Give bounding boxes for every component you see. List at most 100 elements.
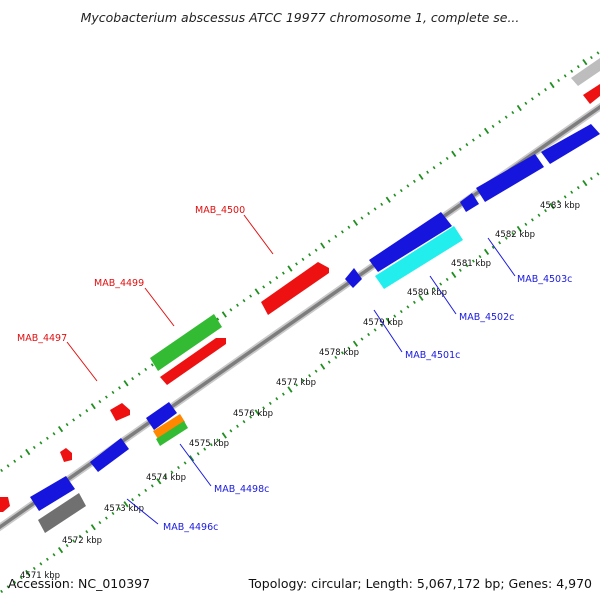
feature-blue[interactable] bbox=[476, 154, 544, 202]
feature-blue[interactable] bbox=[146, 402, 177, 430]
ruler-tick bbox=[432, 287, 436, 291]
ruler-tick bbox=[570, 190, 574, 194]
feature-mab-4503c[interactable] bbox=[460, 193, 479, 212]
feature-red-small[interactable] bbox=[60, 448, 72, 462]
feature-mab-4500[interactable] bbox=[261, 262, 329, 315]
gene-label-mab-4497[interactable]: MAB_4497 bbox=[17, 333, 67, 344]
ruler-tick bbox=[544, 209, 547, 213]
ruler-tick bbox=[249, 415, 253, 419]
scale-label: 4581 kbp bbox=[451, 259, 491, 269]
ruler-tick bbox=[301, 378, 305, 382]
ruler-tick bbox=[19, 455, 23, 459]
ruler-tick bbox=[236, 303, 239, 307]
ruler-tick bbox=[111, 511, 115, 516]
ruler-tick bbox=[589, 176, 593, 181]
ruler-tick bbox=[90, 524, 96, 531]
ruler-tick bbox=[221, 432, 227, 439]
ruler-tick bbox=[582, 58, 588, 66]
gene-label-mab-4501c[interactable]: MAB_4501c bbox=[405, 350, 460, 361]
feature-green-small[interactable] bbox=[156, 421, 188, 446]
ruler-tick bbox=[334, 234, 338, 239]
ruler-tick bbox=[393, 193, 397, 197]
ruler-tick bbox=[90, 403, 96, 410]
ruler-tick bbox=[524, 222, 528, 226]
ruler-tick bbox=[596, 172, 600, 176]
ruler-tick bbox=[242, 420, 246, 424]
ruler-tick bbox=[52, 432, 56, 436]
ruler-tick bbox=[123, 380, 129, 387]
ruler-tick bbox=[98, 520, 102, 525]
feature-red-small[interactable] bbox=[0, 497, 10, 512]
ruler-tick bbox=[6, 585, 10, 589]
feature-blue[interactable] bbox=[541, 124, 600, 164]
scale-label: 4572 kbp bbox=[62, 536, 102, 546]
feature-red-top-right[interactable] bbox=[583, 84, 600, 104]
ruler-tick bbox=[78, 413, 82, 417]
ruler-tick bbox=[156, 478, 162, 485]
ruler-tick bbox=[308, 374, 312, 378]
feature-gray[interactable] bbox=[38, 493, 86, 533]
feature-red-small[interactable] bbox=[110, 403, 130, 421]
ruler-tick bbox=[85, 530, 89, 534]
ruler-tick bbox=[360, 216, 364, 220]
feature-blue[interactable] bbox=[90, 438, 129, 472]
scale-label: 4573 kbp bbox=[104, 504, 144, 514]
feature-mab-4496c[interactable] bbox=[30, 476, 75, 511]
ruler-tick bbox=[418, 294, 424, 301]
ruler-tick bbox=[576, 65, 580, 69]
ruler-tick bbox=[557, 78, 561, 83]
ruler-tick bbox=[25, 448, 31, 456]
ruler-tick bbox=[183, 461, 187, 465]
feature-mab-4501c[interactable] bbox=[345, 268, 362, 288]
gene-label-mab-4498c[interactable]: MAB_4498c bbox=[214, 484, 269, 495]
gene-label-mab-4496c[interactable]: MAB_4496c bbox=[163, 522, 218, 533]
ruler-tick bbox=[537, 213, 541, 217]
gene-label-mab-4500[interactable]: MAB_4500 bbox=[195, 205, 245, 216]
ruler-tick bbox=[426, 170, 430, 174]
leader-line bbox=[144, 287, 175, 327]
scale-label: 4577 kbp bbox=[276, 378, 316, 388]
ruler-tick bbox=[399, 309, 403, 314]
ruler-tick bbox=[216, 317, 220, 321]
leader-line bbox=[487, 237, 516, 277]
ruler-tick bbox=[367, 211, 371, 216]
ruler-tick bbox=[163, 475, 167, 479]
ruler-tick bbox=[451, 271, 457, 279]
leader-line bbox=[179, 443, 212, 487]
scale-label: 4580 kbp bbox=[407, 288, 447, 298]
ruler-tick bbox=[576, 186, 580, 190]
gene-label-mab-4499[interactable]: MAB_4499 bbox=[94, 278, 144, 289]
leader-line bbox=[373, 309, 403, 353]
ruler-tick bbox=[385, 317, 391, 324]
ruler-tick bbox=[39, 441, 43, 445]
ruler-tick bbox=[203, 447, 207, 451]
gene-label-mab-4503c[interactable]: MAB_4503c bbox=[517, 274, 572, 285]
ruler-tick bbox=[458, 147, 462, 151]
ruler-tick bbox=[65, 422, 69, 427]
ruler-tick bbox=[268, 401, 272, 405]
ruler-tick bbox=[170, 470, 174, 474]
ruler-tick bbox=[380, 202, 384, 206]
ruler-tick bbox=[104, 395, 108, 399]
ruler-tick bbox=[458, 268, 462, 272]
feature-mab-4502c[interactable] bbox=[369, 212, 452, 272]
feature-mab-4497[interactable] bbox=[160, 338, 226, 385]
ruler-tick bbox=[254, 409, 260, 416]
ruler-tick bbox=[393, 314, 397, 318]
feature-cyan[interactable] bbox=[375, 226, 463, 289]
gene-label-mab-4502c[interactable]: MAB_4502c bbox=[459, 312, 514, 323]
ruler-tick bbox=[19, 576, 23, 580]
leader-lines bbox=[66, 214, 516, 525]
ruler-tick bbox=[451, 150, 457, 158]
scale-label: 4575 kbp bbox=[189, 439, 229, 449]
ruler-tick bbox=[287, 386, 293, 393]
ruler-tick bbox=[45, 436, 49, 440]
feature-mab-4498c[interactable] bbox=[153, 414, 185, 439]
feature-lightgray-top-right[interactable] bbox=[571, 58, 600, 86]
ruler-tick bbox=[347, 346, 351, 350]
ruler-tick bbox=[72, 418, 76, 422]
feature-mab-4499[interactable] bbox=[150, 314, 222, 371]
ruler-tick bbox=[295, 262, 298, 266]
ruler-tick bbox=[236, 424, 239, 428]
